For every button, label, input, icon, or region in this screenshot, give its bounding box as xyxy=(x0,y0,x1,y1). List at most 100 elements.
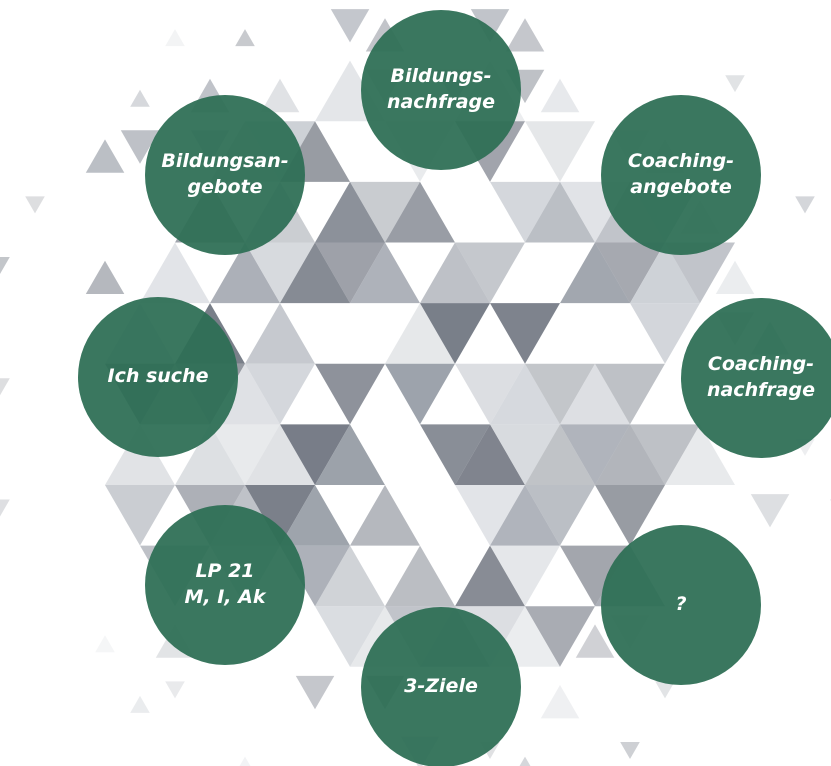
node-label: Ich suche xyxy=(107,365,209,388)
background-triangle xyxy=(795,196,815,214)
background-triangle xyxy=(25,196,45,214)
background-triangle xyxy=(455,363,525,425)
background-triangle xyxy=(490,485,560,546)
background-triangle xyxy=(715,260,755,294)
background-triangle xyxy=(295,675,335,710)
node-label: Coaching- angebote xyxy=(627,150,735,198)
background-triangle xyxy=(630,303,700,364)
background-triangle xyxy=(490,181,560,243)
background-triangle xyxy=(655,681,675,699)
background-triangle xyxy=(385,545,455,607)
background-triangle xyxy=(280,242,350,304)
background-triangle xyxy=(470,9,510,43)
background-triangle xyxy=(455,485,525,546)
background-triangle xyxy=(315,181,385,243)
background-triangle xyxy=(420,242,490,304)
node-coachingnachfrage[interactable]: Coaching- nachfrage xyxy=(681,298,831,458)
background-triangle xyxy=(505,18,545,52)
background-triangle xyxy=(630,242,700,304)
background-triangle xyxy=(0,499,10,517)
background-triangle xyxy=(490,424,560,485)
background-triangle xyxy=(350,181,420,243)
background-triangle xyxy=(560,242,630,304)
background-triangle xyxy=(239,756,251,766)
background-triangle xyxy=(245,485,315,546)
background-triangle xyxy=(420,303,490,364)
background-triangle xyxy=(630,424,700,485)
node-bildungsnachfrage[interactable]: Bildungs- nachfrage xyxy=(361,10,521,170)
background-triangle xyxy=(525,606,595,667)
background-triangle xyxy=(245,303,315,364)
background-triangle xyxy=(315,424,385,485)
background-triangle xyxy=(560,363,630,425)
background-triangle xyxy=(210,242,280,304)
background-triangle xyxy=(560,545,630,607)
background-triangle xyxy=(560,424,630,485)
background-triangle xyxy=(455,545,525,607)
background-triangle xyxy=(280,424,350,485)
background-triangle xyxy=(350,242,420,304)
background-triangle xyxy=(595,242,665,304)
background-triangle xyxy=(105,485,175,546)
background-triangle xyxy=(85,260,125,294)
background-triangle xyxy=(0,257,10,274)
background-triangle xyxy=(85,139,125,173)
background-triangle xyxy=(519,756,531,766)
background-triangle xyxy=(665,424,735,485)
background-triangle xyxy=(525,424,595,485)
background-triangle xyxy=(750,494,790,528)
node-label: 3-Ziele xyxy=(404,675,478,698)
background-triangle xyxy=(490,363,560,425)
node-question[interactable]: ? xyxy=(601,525,761,685)
background-triangle xyxy=(575,624,615,658)
background-triangle xyxy=(235,29,255,47)
node-label: Bildungs- nachfrage xyxy=(386,65,496,113)
background-triangle xyxy=(595,424,665,485)
background-triangle xyxy=(665,242,735,304)
node-bildungsangebote[interactable]: Bildungsan- gebote xyxy=(145,95,305,255)
background-triangle xyxy=(315,606,385,667)
background-triangle xyxy=(525,181,595,243)
background-triangle xyxy=(315,545,385,607)
background-triangle xyxy=(620,742,640,759)
background-triangle xyxy=(350,485,420,546)
node-label: LP 21 M, I, Ak xyxy=(184,560,266,608)
background-triangle xyxy=(130,695,150,713)
node-coachingangebote[interactable]: Coaching- angebote xyxy=(601,95,761,255)
background-triangle xyxy=(420,424,490,485)
background-triangle xyxy=(490,303,560,364)
node-lp21[interactable]: LP 21 M, I, Ak xyxy=(145,505,305,665)
background-triangle xyxy=(455,424,525,485)
background-triangle xyxy=(245,363,315,425)
node-label: ? xyxy=(675,593,687,616)
background-triangle xyxy=(165,681,185,699)
background-triangle xyxy=(260,78,300,113)
background-triangle xyxy=(315,242,385,304)
background-triangle xyxy=(525,363,595,425)
background-triangle xyxy=(245,242,315,304)
background-triangle xyxy=(525,121,595,182)
background-triangle xyxy=(490,545,560,607)
background-triangle xyxy=(245,424,315,485)
background-triangle xyxy=(210,424,280,485)
background-triangle xyxy=(385,363,455,425)
node-ich-suche[interactable]: Ich suche xyxy=(78,297,238,457)
node-label: Coaching- nachfrage xyxy=(706,353,816,401)
background-triangle xyxy=(385,181,455,243)
background-triangle xyxy=(540,685,580,719)
background-triangle xyxy=(595,363,665,425)
background-triangle xyxy=(315,363,385,425)
background-triangle xyxy=(280,485,350,546)
node-3-ziele[interactable]: 3-Ziele xyxy=(361,607,521,766)
background-triangle xyxy=(140,242,210,304)
background-triangle xyxy=(95,635,115,653)
background-triangle xyxy=(130,89,150,107)
node-label: Bildungsan- gebote xyxy=(161,150,289,198)
background-triangle xyxy=(540,78,580,113)
background-triangle xyxy=(595,485,665,546)
background-triangle xyxy=(525,485,595,546)
background-triangle xyxy=(455,242,525,304)
background-triangle xyxy=(725,75,745,93)
background-triangle xyxy=(330,9,370,43)
